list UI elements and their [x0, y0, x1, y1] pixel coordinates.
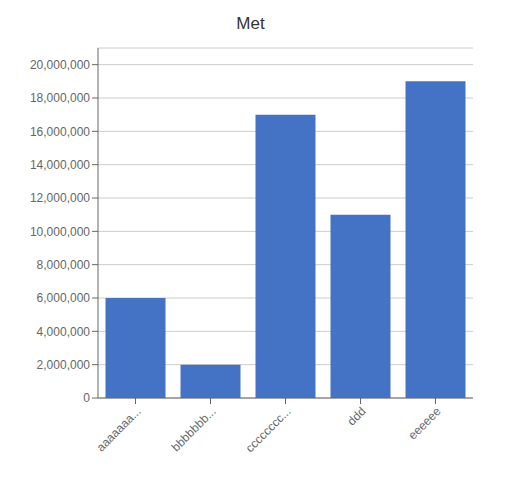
svg-text:2,000,000: 2,000,000 [37, 358, 91, 372]
svg-text:8,000,000: 8,000,000 [37, 258, 91, 272]
svg-text:0: 0 [83, 391, 90, 405]
svg-text:16,000,000: 16,000,000 [30, 125, 90, 139]
html-text:Met: Met [236, 14, 265, 33]
svg-text:ddd: ddd [345, 404, 369, 428]
svg-text:aaaaaaa...: aaaaaaa... [94, 404, 144, 454]
svg-text:4,000,000: 4,000,000 [37, 325, 91, 339]
svg-text:eeeeee: eeeeee [405, 404, 443, 442]
svg-text:14,000,000: 14,000,000 [30, 158, 90, 172]
svg-text:cccccccc...: cccccccc... [243, 404, 294, 455]
svg-text:6,000,000: 6,000,000 [37, 291, 91, 305]
svg-text:bbbbbbb...: bbbbbbb... [169, 404, 219, 454]
svg-text:12,000,000: 12,000,000 [30, 191, 90, 205]
svg-text:20,000,000: 20,000,000 [30, 58, 90, 72]
svg-text:10,000,000: 10,000,000 [30, 225, 90, 239]
svg-text:18,000,000: 18,000,000 [30, 91, 90, 105]
